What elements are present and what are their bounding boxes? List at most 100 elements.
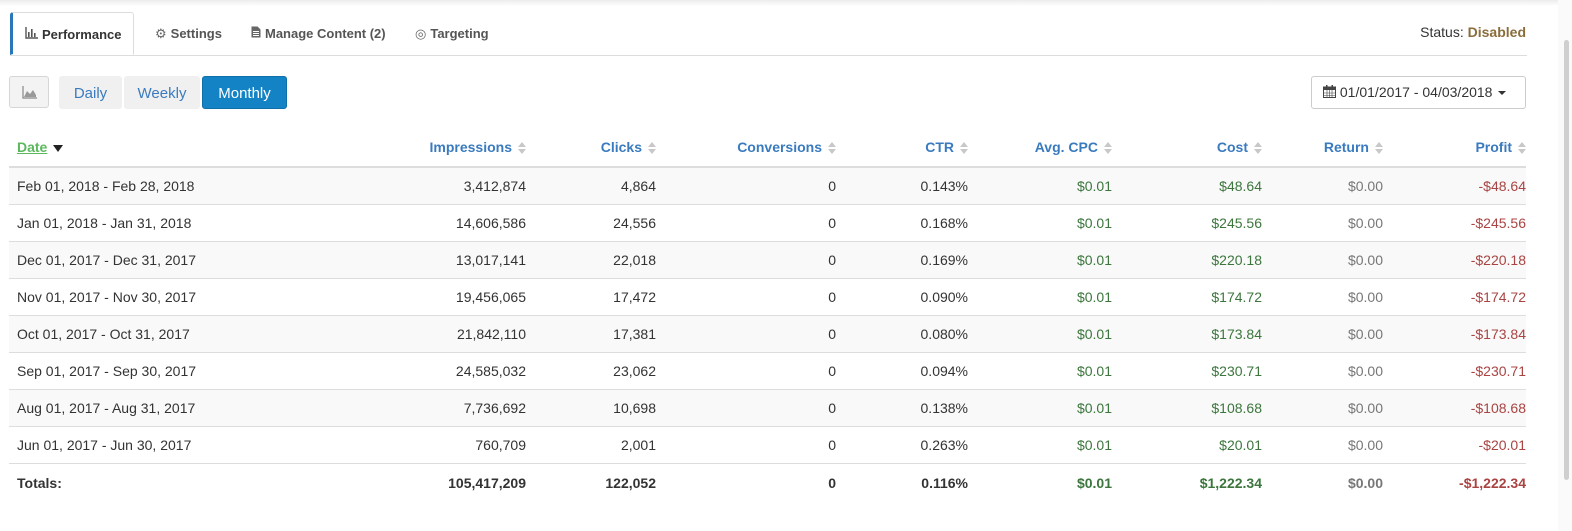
totals-label: Totals: xyxy=(17,474,62,491)
cell-avg-cpc: $0.01 xyxy=(968,315,1112,353)
col-header-date[interactable]: Date xyxy=(9,128,245,168)
cell-impressions: 24,585,032 xyxy=(245,352,526,390)
table-row: Dec 01, 2017 - Dec 31, 2017 13,017,141 22,… xyxy=(9,241,1526,279)
cell-return: $0.00 xyxy=(1262,389,1383,427)
cell-ctr: 0.094% xyxy=(836,352,968,390)
tab-label: Performance xyxy=(42,27,122,42)
tab-manage-content[interactable]: Manage Content (2) xyxy=(251,12,386,55)
date-range-value: 01/01/2017 - 04/03/2018 xyxy=(1339,84,1493,100)
cell-date: Sep 01, 2017 - Sep 30, 2017 xyxy=(9,352,245,390)
cell-clicks: 23,062 xyxy=(526,352,656,390)
chevron-down-icon xyxy=(1498,91,1507,96)
cell-clicks: 17,381 xyxy=(526,315,656,353)
col-header-cost[interactable]: Cost xyxy=(1112,128,1262,168)
cell-conversions: 0 xyxy=(656,241,836,279)
sort-icon xyxy=(648,141,656,155)
cell-date: Aug 01, 2017 - Aug 31, 2017 xyxy=(9,389,245,427)
cell-profit: -$220.18 xyxy=(1383,241,1526,279)
total-clicks: 122,052 xyxy=(605,474,656,491)
total-conversions: 0 xyxy=(828,474,836,491)
sort-desc-icon xyxy=(53,144,64,152)
cell-cost: $174.72 xyxy=(1112,278,1262,316)
cell-conversions: 0 xyxy=(656,278,836,316)
col-header-avg-cpc[interactable]: Avg. CPC xyxy=(968,128,1112,168)
cell-clicks: 2,001 xyxy=(526,426,656,464)
scrollbar[interactable] xyxy=(1558,0,1572,531)
cell-impressions: 19,456,065 xyxy=(245,278,526,316)
tab-label: Manage Content (2) xyxy=(265,26,386,41)
cell-impressions: 760,709 xyxy=(245,426,526,464)
col-header-return[interactable]: Return xyxy=(1262,128,1383,168)
tab-label: Targeting xyxy=(430,26,489,41)
cell-avg-cpc: $0.01 xyxy=(968,241,1112,279)
cell-profit: -$173.84 xyxy=(1383,315,1526,353)
col-header-impressions[interactable]: Impressions xyxy=(245,128,526,168)
status-label: Status: xyxy=(1420,24,1464,40)
col-header-label: Cost xyxy=(1216,138,1248,155)
status-indicator: Status: Disabled xyxy=(1420,24,1526,40)
period-weekly-button[interactable]: Weekly xyxy=(124,76,200,109)
performance-table: Date Impressions Clicks Conversions CTR … xyxy=(9,128,1526,501)
sort-icon xyxy=(1254,141,1262,155)
period-daily-button[interactable]: Daily xyxy=(59,76,122,109)
table-row: Oct 01, 2017 - Oct 31, 2017 21,842,110 17,… xyxy=(9,315,1526,353)
col-header-conversions[interactable]: Conversions xyxy=(656,128,836,168)
status-badge: Disabled xyxy=(1467,24,1526,40)
col-header-label[interactable]: Date xyxy=(17,139,48,155)
cell-date: Jun 01, 2017 - Jun 30, 2017 xyxy=(9,426,245,464)
col-header-label: Avg. CPC xyxy=(1034,138,1098,155)
cell-return: $0.00 xyxy=(1262,352,1383,390)
col-header-label: Conversions xyxy=(737,138,822,155)
cell-return: $0.00 xyxy=(1262,241,1383,279)
table-row: Jan 01, 2018 - Jan 31, 2018 14,606,586 24,… xyxy=(9,204,1526,242)
sort-icon xyxy=(518,141,526,155)
table-row: Feb 01, 2018 - Feb 28, 2018 3,412,874 4,86… xyxy=(9,167,1526,205)
tab-settings[interactable]: ⚙ Settings xyxy=(155,12,222,55)
target-icon: ◎ xyxy=(415,26,427,41)
col-header-label: Return xyxy=(1323,138,1369,155)
cell-ctr: 0.169% xyxy=(836,241,968,279)
cell-impressions: 13,017,141 xyxy=(245,241,526,279)
col-header-profit[interactable]: Profit xyxy=(1383,128,1526,168)
cell-avg-cpc: $0.01 xyxy=(968,167,1112,205)
period-monthly-button[interactable]: Monthly xyxy=(202,76,287,109)
cell-return: $0.00 xyxy=(1262,167,1383,205)
cell-clicks: 4,864 xyxy=(526,167,656,205)
chart-toggle-button[interactable] xyxy=(9,76,49,108)
cell-conversions: 0 xyxy=(656,204,836,242)
cell-ctr: 0.080% xyxy=(836,315,968,353)
cell-return: $0.00 xyxy=(1262,204,1383,242)
date-range-picker[interactable]: 01/01/2017 - 04/03/2018 xyxy=(1311,76,1526,109)
cell-date: Nov 01, 2017 - Nov 30, 2017 xyxy=(9,278,245,316)
cell-return: $0.00 xyxy=(1262,315,1383,353)
total-ctr: 0.116% xyxy=(921,474,968,491)
cell-date: Oct 01, 2017 - Oct 31, 2017 xyxy=(9,315,245,353)
bar-chart-icon xyxy=(25,13,38,56)
area-chart-icon xyxy=(22,86,37,99)
col-header-ctr[interactable]: CTR xyxy=(836,128,968,168)
cell-date: Jan 01, 2018 - Jan 31, 2018 xyxy=(9,204,245,242)
cell-cost: $245.56 xyxy=(1112,204,1262,242)
sort-icon xyxy=(1375,141,1383,155)
cell-clicks: 17,472 xyxy=(526,278,656,316)
cell-conversions: 0 xyxy=(656,315,836,353)
cell-cost: $230.71 xyxy=(1112,352,1262,390)
tab-targeting[interactable]: ◎ Targeting xyxy=(415,12,489,55)
calendar-icon xyxy=(1323,84,1336,100)
cell-profit: -$20.01 xyxy=(1383,426,1526,464)
cell-impressions: 7,736,692 xyxy=(245,389,526,427)
top-shadow xyxy=(0,0,1572,6)
col-header-label: Impressions xyxy=(429,138,512,155)
cell-return: $0.00 xyxy=(1262,426,1383,464)
scrollbar-thumb[interactable] xyxy=(1564,40,1569,480)
cell-date: Feb 01, 2018 - Feb 28, 2018 xyxy=(9,167,245,205)
gear-icon: ⚙ xyxy=(155,26,167,41)
col-header-label: Profit xyxy=(1475,138,1512,155)
col-header-clicks[interactable]: Clicks xyxy=(526,128,656,168)
cell-return: $0.00 xyxy=(1262,278,1383,316)
total-return: $0.00 xyxy=(1347,474,1383,491)
col-header-label: CTR xyxy=(925,138,954,155)
cell-avg-cpc: $0.01 xyxy=(968,352,1112,390)
sort-icon xyxy=(828,141,836,155)
tab-performance[interactable]: Performance xyxy=(10,12,134,55)
